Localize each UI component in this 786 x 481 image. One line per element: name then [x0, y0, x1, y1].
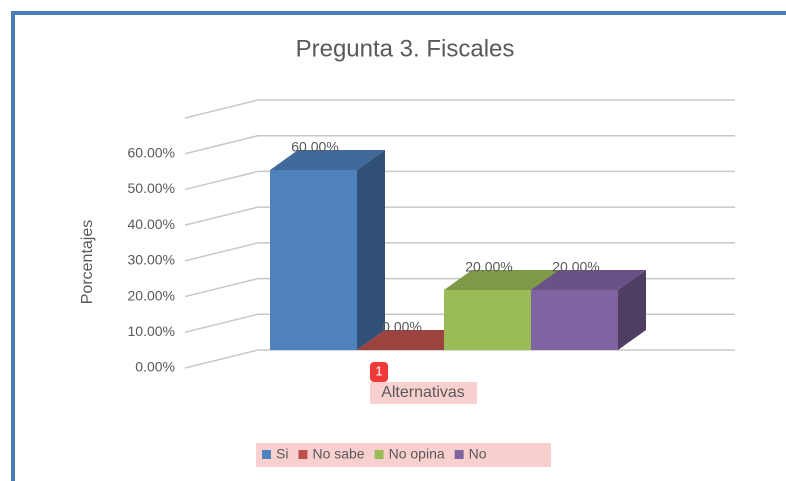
chart-title: Pregunta 3. Fiscales [296, 35, 515, 62]
y-tick-label: 40.00% [128, 216, 175, 232]
legend-label: No opina [389, 446, 445, 462]
grid-line [184, 242, 735, 262]
bar [531, 270, 646, 350]
legend-label: No sabe [312, 446, 364, 462]
x-axis-label: Alternativas [381, 384, 465, 401]
data-label: 60.00% [291, 139, 338, 155]
bar-top [270, 150, 385, 170]
y-axis-label: Porcentajes [79, 220, 96, 305]
legend-label: Si [276, 446, 288, 462]
data-label: 20.00% [465, 259, 512, 275]
bar [270, 150, 385, 350]
frame [11, 11, 786, 481]
legend-swatch [374, 450, 384, 459]
legend-swatch [454, 450, 464, 459]
grid-line [184, 206, 735, 226]
grid-line [184, 134, 735, 155]
y-tick-label: 60.00% [128, 144, 175, 160]
grid-line [184, 170, 735, 191]
bar [357, 330, 472, 350]
bar-side [618, 270, 646, 350]
wall-edge [184, 99, 735, 119]
bar-top [531, 270, 646, 290]
bar-front [270, 170, 357, 350]
y-tick-label: 30.00% [128, 252, 175, 268]
bar-top [444, 270, 559, 290]
highlight [370, 382, 477, 404]
y-tick-label: 0.00% [135, 359, 175, 375]
bar-side [357, 150, 385, 350]
legend-swatch [298, 450, 308, 459]
y-tick-label: 50.00% [128, 180, 175, 196]
data-label: 0.00% [382, 319, 422, 335]
legend-swatch [262, 450, 271, 459]
bar-top [357, 330, 472, 350]
badge [370, 362, 388, 382]
legend-label: No [469, 446, 487, 462]
data-label: 20.00% [552, 259, 599, 275]
y-tick-label: 10.00% [128, 323, 175, 339]
badge-label: 1 [375, 363, 382, 378]
bar-front [531, 290, 618, 350]
bar-front [444, 290, 531, 350]
y-tick-label: 20.00% [128, 287, 175, 303]
